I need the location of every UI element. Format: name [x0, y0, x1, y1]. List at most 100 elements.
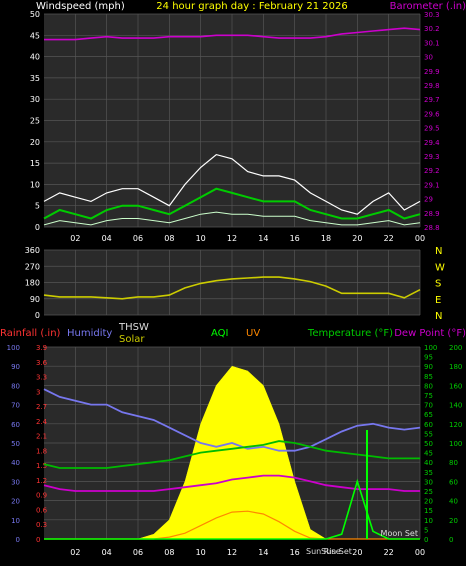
rain-temp-x-tick: 10 [196, 548, 206, 557]
temperature-y-tick: 100 [424, 344, 437, 352]
solar-y-tick: 20 [449, 517, 458, 525]
barometer-y-tick: 28.8 [424, 224, 440, 232]
barometer-y-tick: 29.1 [424, 181, 440, 189]
barometer-y-axis: 28.8 28.9 29 29.1 29.2 29.3 29.4 29.5 29.6 29.7 29… [424, 11, 440, 232]
humidity-y-tick: 80 [11, 382, 20, 390]
barometer-y-tick: 29 [424, 196, 433, 204]
wind-y-tick: 30 [30, 95, 40, 104]
barometer-y-tick: 29.7 [424, 96, 440, 104]
rain-temp-x-tick: 02 [70, 548, 80, 557]
solar-y-tick: 180 [449, 363, 462, 371]
temperature-y-tick: 15 [424, 507, 433, 515]
rainfall-y-tick: 0 [36, 536, 40, 544]
solar-y-tick: 60 [449, 478, 458, 486]
barometer-y-tick: 29.2 [424, 167, 440, 175]
temperature-y-tick: 70 [424, 402, 433, 410]
rain-temp-x-tick: 08 [164, 548, 174, 557]
barometer-y-tick: 30.3 [424, 11, 440, 19]
wind-x-tick: 06 [133, 234, 143, 243]
compass-label: E [435, 295, 441, 306]
wind-y-tick: 15 [30, 159, 40, 168]
barometer-y-tick: 29.5 [424, 125, 440, 133]
compass-label: S [435, 279, 441, 290]
wind-x-tick: 10 [196, 234, 206, 243]
humidity-y-tick: 50 [11, 440, 20, 448]
temperature-y-tick: 65 [424, 411, 433, 419]
solar-y-tick: 120 [449, 421, 462, 429]
solar-y-tick: 80 [449, 459, 458, 467]
temperature-y-tick: 30 [424, 478, 433, 486]
sunrise-marker: Sun Rise [306, 547, 341, 556]
wind-gust-series [43, 153, 421, 215]
rain-temp-x-tick: 20 [352, 548, 362, 557]
aqi-series [44, 478, 420, 540]
wind-x-tick: 02 [70, 234, 80, 243]
temperature-y-tick: 35 [424, 469, 433, 477]
wind-low-series [43, 211, 421, 226]
temperature-y-tick: 90 [424, 363, 433, 371]
rain-temp-x-tick: 12 [227, 548, 237, 557]
barometer-y-tick: 30 [424, 54, 433, 62]
solar-y-tick: 160 [449, 382, 462, 390]
temperature-y-tick: 55 [424, 430, 433, 438]
humidity-y-tick: 60 [11, 421, 20, 429]
barometer-y-tick: 29.8 [424, 82, 440, 90]
wind-y-tick: 20 [30, 138, 40, 147]
wind-x-tick: 22 [384, 234, 394, 243]
temperature-y-tick: 0 [424, 536, 428, 544]
rainfall-y-tick: 0.3 [36, 521, 47, 529]
rain-temp-x-tick: 06 [133, 548, 143, 557]
humidity-y-tick: 30 [11, 478, 20, 486]
humidity-y-tick: 70 [11, 402, 20, 410]
barometer-y-tick: 28.9 [424, 210, 440, 218]
wind-y-tick: 40 [30, 53, 40, 62]
temperature-y-tick: 75 [424, 392, 433, 400]
uv-label: UV [246, 328, 260, 339]
temperature-y-tick: 10 [424, 517, 433, 525]
temperature-axis-title: Temperature (°F) [307, 328, 393, 339]
windspeed-axis-title: Windspeed (mph) [36, 1, 125, 12]
dewpoint-axis-title: Dew Point (°F) [394, 328, 466, 339]
solar-y-tick: 140 [449, 402, 462, 410]
wind-x-tick: 18 [321, 234, 331, 243]
solar-label: Solar [119, 334, 145, 345]
thsw-label: THSW [118, 322, 149, 333]
humidity-series [43, 388, 421, 452]
direction-grid [44, 249, 421, 316]
rainfall-y-tick: 1.8 [36, 447, 47, 455]
rainfall-y-tick: 3.6 [36, 359, 48, 367]
humidity-y-axis: 0 10 20 30 40 50 60 70 80 90 100 [7, 344, 20, 544]
rainfall-y-tick: 1.2 [36, 477, 47, 485]
wind-x-tick: 14 [258, 234, 268, 243]
rain-temp-x-tick: 14 [258, 548, 268, 557]
wind-x-tick: 20 [352, 234, 362, 243]
compass-label: W [435, 262, 445, 273]
rainfall-axis-title: Rainfall (.in) [0, 328, 61, 339]
wind-direction-series [43, 276, 421, 300]
rainfall-y-tick: 0.6 [36, 506, 48, 514]
wind-y-tick: 35 [30, 74, 40, 83]
wind-y-tick: 25 [30, 117, 40, 126]
compass-label: N [435, 311, 442, 322]
humidity-y-tick: 90 [11, 363, 20, 371]
temperature-y-tick: 45 [424, 450, 433, 458]
direction-y-axis: 0 90 180 270 360 [25, 246, 40, 320]
barometer-y-tick: 29.9 [424, 68, 440, 76]
rain-temp-x-tick: 16 [290, 548, 300, 557]
direction-y-tick: 90 [30, 295, 40, 304]
wind-x-tick: 04 [102, 234, 112, 243]
humidity-y-tick: 10 [11, 517, 20, 525]
chart-title: 24 hour graph day : February 21 2026 [156, 1, 347, 12]
humidity-axis-title: Humidity [67, 328, 112, 339]
rainfall-y-tick: 3.9 [36, 344, 47, 352]
wind-x-tick: 16 [290, 234, 300, 243]
direction-y-tick: 0 [35, 311, 40, 320]
dewpoint-series [43, 474, 420, 492]
wind-grid [44, 13, 421, 228]
temperature-y-tick: 25 [424, 488, 433, 496]
temperature-y-tick: 50 [424, 440, 433, 448]
wind-x-axis: 02 04 06 08 10 12 14 16 18 20 22 00 [70, 234, 425, 243]
solar-y-tick: 100 [449, 440, 462, 448]
